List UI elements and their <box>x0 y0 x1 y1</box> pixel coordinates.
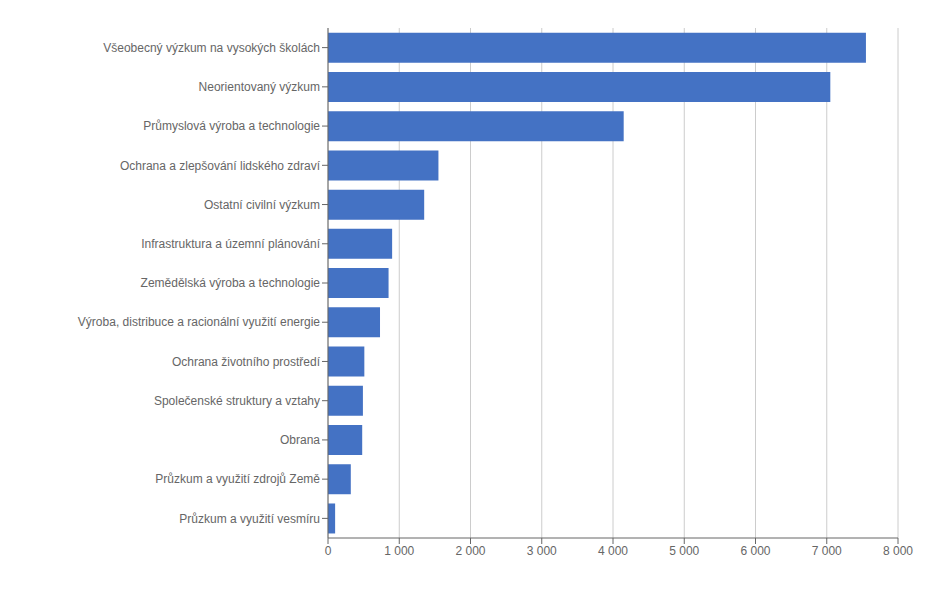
svg-text:Obrana: Obrana <box>280 433 320 447</box>
svg-text:Ochrana a zlepšování lidského: Ochrana a zlepšování lidského zdraví <box>120 159 321 173</box>
svg-text:Neorientovaný výzkum: Neorientovaný výzkum <box>199 80 320 94</box>
svg-text:Společenské struktury a vztahy: Společenské struktury a vztahy <box>154 394 320 408</box>
svg-text:Výroba, distribuce a racionáln: Výroba, distribuce a racionální využití … <box>78 315 320 329</box>
svg-text:Všeobecný výzkum na vysokých š: Všeobecný výzkum na vysokých školách <box>103 41 320 55</box>
svg-text:7 000: 7 000 <box>812 544 842 558</box>
svg-text:3 000: 3 000 <box>527 544 557 558</box>
svg-text:Infrastruktura a územní plánov: Infrastruktura a územní plánování <box>141 237 320 251</box>
svg-text:Průzkum a využití vesmíru: Průzkum a využití vesmíru <box>179 512 320 526</box>
svg-text:5 000: 5 000 <box>669 544 699 558</box>
svg-text:Zemědělská výroba a technologi: Zemědělská výroba a technologie <box>141 276 321 290</box>
svg-text:4 000: 4 000 <box>598 544 628 558</box>
svg-text:Průzkum a využití zdrojů Země: Průzkum a využití zdrojů Země <box>155 472 320 486</box>
svg-text:6 000: 6 000 <box>740 544 770 558</box>
svg-text:8 000: 8 000 <box>883 544 913 558</box>
svg-text:Ochrana životního prostředí: Ochrana životního prostředí <box>172 355 321 369</box>
svg-text:1 000: 1 000 <box>384 544 414 558</box>
svg-text:0: 0 <box>325 544 332 558</box>
svg-text:2 000: 2 000 <box>455 544 485 558</box>
svg-text:Průmyslová výroba a technologi: Průmyslová výroba a technologie <box>143 119 320 133</box>
svg-text:Ostatní civilní výzkum: Ostatní civilní výzkum <box>204 198 320 212</box>
